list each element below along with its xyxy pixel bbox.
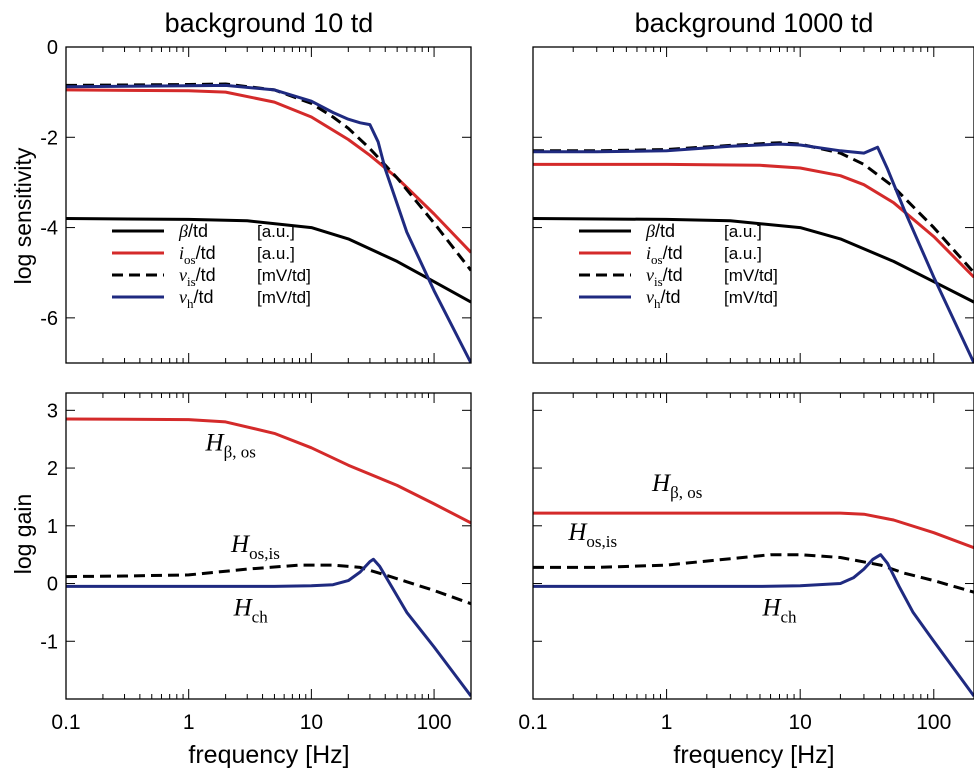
y-tick-label: -6 (40, 308, 58, 330)
series-line-1 (533, 553, 974, 594)
curve-annotation: Hos,is (567, 519, 617, 551)
curve-annotation: Hos,is (230, 531, 280, 563)
y-tick-label: 0 (47, 574, 58, 596)
chart-panel-bottom-left: log gain frequency [Hz] (10, 494, 350, 769)
y-tick-label: 2 (47, 458, 58, 480)
legend-unit: [mV/td] (724, 288, 778, 307)
legend-unit: [mV/td] (257, 288, 311, 307)
x-axis-label-left: frequency [Hz] (188, 741, 349, 769)
x-tick-label: 0.1 (51, 711, 80, 734)
chart-title-left: background 10 td (165, 8, 374, 38)
y-axis-label-sensitivity: log sensitivity (10, 147, 36, 284)
chart-panel-top-right: background 1000 td (635, 8, 874, 38)
curve-annotation: Hβ, os (205, 430, 256, 462)
plot-layer: 0 -2 -4 -6 β/td [a.u.] ios/td [a.u.] vis/td [mV/t… (40, 37, 974, 734)
series-line-1 (66, 563, 471, 606)
legend-label: vh/td (646, 287, 681, 311)
legend-unit: [mV/td] (257, 266, 311, 285)
x-tick-label: 0.1 (518, 711, 547, 734)
x-tick-label: 10 (300, 711, 323, 734)
y-tick-label: -4 (40, 218, 58, 240)
y-tick-label: 0 (47, 37, 58, 59)
series-line-3 (66, 83, 471, 363)
plot-frame (532, 392, 974, 700)
plot-1: β/td [a.u.] ios/td [a.u.] vis/td [mV/td] vh/td… (532, 46, 974, 364)
legend: β/td [a.u.] ios/td [a.u.] vis/td [mV/td] vh/td… (579, 221, 778, 311)
plot-3: 0.1 1 10 100 Hβ, os Hos,is Hch (518, 392, 974, 734)
legend-unit: [a.u.] (257, 222, 295, 241)
legend-unit: [a.u.] (724, 244, 762, 263)
chart-title-right: background 1000 td (635, 8, 874, 38)
y-tick-label: 1 (47, 516, 58, 538)
chart-panel-bottom-right: frequency [Hz] (673, 741, 834, 769)
x-tick-label: 100 (417, 711, 452, 734)
series-line-1 (66, 88, 471, 254)
x-axis-label-right: frequency [Hz] (673, 741, 834, 769)
series-line-0 (533, 511, 974, 550)
chart-panel-top-left: background 10 td log sensitivity (10, 8, 373, 284)
curve-annotation: Hβ, os (651, 470, 702, 502)
curve-annotation: Hch (761, 594, 797, 626)
legend-unit: [a.u.] (257, 244, 295, 263)
x-tick-label: 10 (789, 711, 812, 734)
x-tick-label: 100 (916, 711, 951, 734)
plot-frame (532, 46, 974, 364)
series-line-2 (66, 557, 471, 698)
x-tick-label: 1 (661, 711, 673, 734)
plot-frame (65, 392, 472, 700)
legend-label: vis/td (179, 265, 216, 289)
y-axis-label-gain: log gain (10, 494, 36, 575)
series-line-0 (66, 417, 471, 525)
legend-unit: [a.u.] (724, 222, 762, 241)
plot-0: 0 -2 -4 -6 β/td [a.u.] ios/td [a.u.] vis/td [mV/t… (40, 37, 472, 364)
series-line-2 (66, 82, 471, 272)
series-line-2 (533, 553, 974, 697)
series-line-0 (533, 217, 974, 304)
plot-frame (65, 46, 472, 364)
legend-label: ios/td (646, 243, 683, 267)
legend: β/td [a.u.] ios/td [a.u.] vis/td [mV/td] vh/td… (112, 221, 311, 311)
legend-label: β/td (178, 221, 208, 241)
legend-label: ios/td (179, 243, 216, 267)
y-tick-label: -1 (40, 631, 58, 653)
y-tick-label: 3 (47, 400, 58, 422)
legend-label: β/td (645, 221, 675, 241)
curve-annotation: Hch (233, 594, 269, 626)
x-tick-label: 1 (183, 711, 195, 734)
series-line-3 (533, 142, 974, 363)
legend-unit: [mV/td] (724, 266, 778, 285)
y-tick-label: -2 (40, 127, 58, 149)
legend-label: vh/td (179, 287, 214, 311)
legend-label: vis/td (646, 265, 683, 289)
series-line-1 (533, 162, 974, 279)
